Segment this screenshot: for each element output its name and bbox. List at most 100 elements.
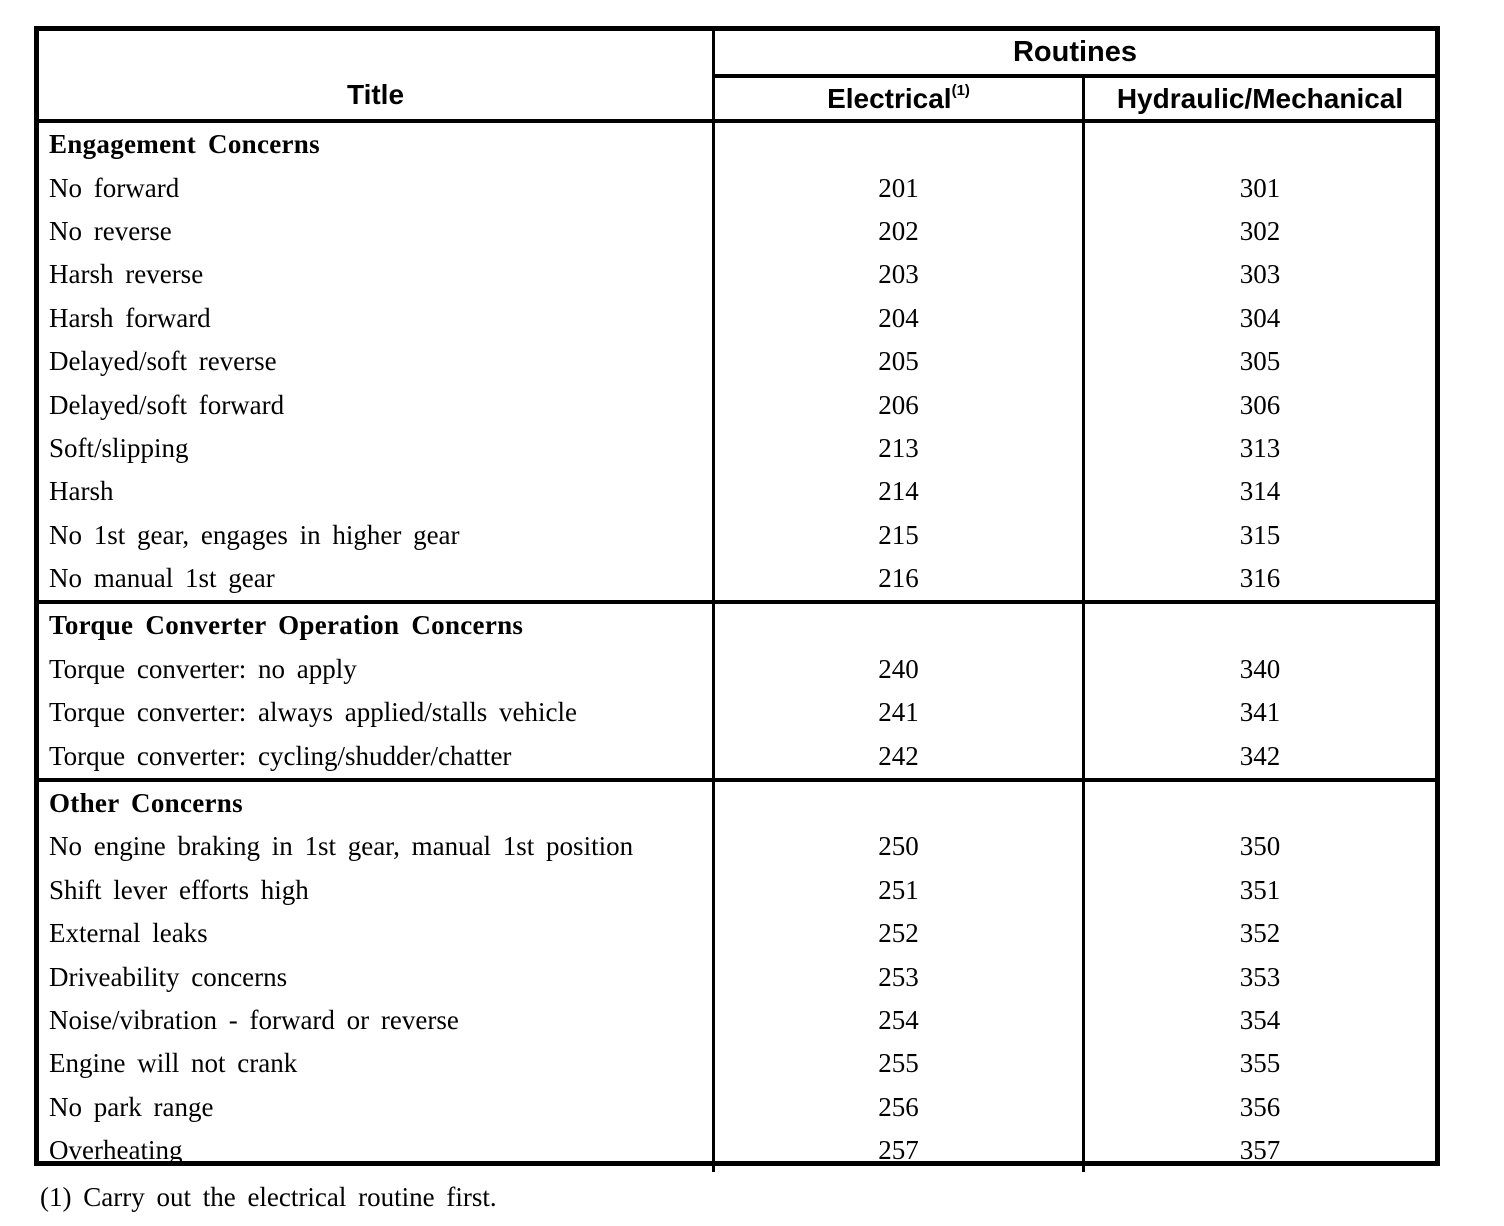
table-row: Harsh reverse 203 303 xyxy=(39,253,1435,297)
electrical-routine-cell: 216 xyxy=(712,556,1082,601)
electrical-routine-cell xyxy=(712,604,1082,648)
table-row: Harsh 214 314 xyxy=(39,470,1435,514)
electrical-routine-cell: 250 xyxy=(712,825,1082,869)
hydraulic-routine-cell: 316 xyxy=(1082,556,1435,601)
electrical-routine-cell: 257 xyxy=(712,1128,1082,1173)
table-row: Torque converter: no apply 240 340 xyxy=(39,647,1435,692)
electrical-routine-cell: 256 xyxy=(712,1085,1082,1129)
section-title: Other Concerns xyxy=(49,788,243,819)
row-title-cell: No park range xyxy=(49,1091,214,1122)
row-title-cell: No engine braking in 1st gear, manual 1s… xyxy=(49,831,634,862)
hydraulic-routine-cell: 351 xyxy=(1082,868,1435,913)
column-header-electrical-label: Electrical xyxy=(827,82,952,114)
hydraulic-routine-cell xyxy=(1082,123,1435,167)
electrical-routine-cell: 214 xyxy=(712,470,1082,514)
hydraulic-routine-cell: 341 xyxy=(1082,691,1435,735)
table-row: No 1st gear, engages in higher gear 215 31… xyxy=(39,513,1435,557)
hydraulic-routine-cell: 315 xyxy=(1082,513,1435,557)
column-header-title: Title xyxy=(39,31,712,119)
row-title-cell: Overheating xyxy=(49,1135,183,1166)
column-header-hydraulic: Hydraulic/Mechanical xyxy=(1082,78,1435,119)
hydraulic-routine-cell: 303 xyxy=(1082,253,1435,297)
electrical-routine-cell: 241 xyxy=(712,691,1082,735)
section-title: Engagement Concerns xyxy=(49,129,320,160)
row-title-cell: No forward xyxy=(49,172,180,203)
table-section: Other Concerns No engine braking in 1st g… xyxy=(39,777,1435,1173)
table-section: Torque Converter Operation Concerns Torqu… xyxy=(39,600,1435,778)
row-title-cell: Torque converter: always applied/stalls … xyxy=(49,697,577,728)
row-title-cell: No manual 1st gear xyxy=(49,563,275,594)
table-row: Delayed/soft forward 206 306 xyxy=(39,383,1435,427)
electrical-routine-cell: 206 xyxy=(712,383,1082,427)
electrical-routine-cell: 201 xyxy=(712,166,1082,210)
column-header-hydraulic-label: Hydraulic/Mechanical xyxy=(1116,82,1404,114)
electrical-routine-cell: 204 xyxy=(712,296,1082,340)
table-header: Title Routines Electrical (1) Hydraulic/M… xyxy=(39,31,1435,123)
table-row: No forward 201 301 xyxy=(39,166,1435,210)
table-row: Driveability concerns 253 353 xyxy=(39,955,1435,999)
electrical-routine-cell: 242 xyxy=(712,734,1082,778)
column-header-title-label: Title xyxy=(346,79,405,110)
hydraulic-routine-cell: 355 xyxy=(1082,1042,1435,1086)
table-body: Engagement Concerns No forward 201 301 No re… xyxy=(39,123,1435,1173)
footnote: (1) Carry out the electrical routine fir… xyxy=(40,1182,497,1212)
row-title-cell: Delayed/soft reverse xyxy=(49,346,277,377)
electrical-routine-cell: 240 xyxy=(712,647,1082,692)
electrical-routine-cell: 255 xyxy=(712,1042,1082,1086)
hydraulic-routine-cell: 304 xyxy=(1082,296,1435,340)
row-title-cell: Soft/slipping xyxy=(49,432,189,463)
hydraulic-routine-cell: 302 xyxy=(1082,209,1435,254)
row-title-cell: No 1st gear, engages in higher gear xyxy=(49,519,460,550)
table-row: Soft/slipping 213 313 xyxy=(39,426,1435,471)
row-title-cell: Delayed/soft forward xyxy=(49,389,285,420)
hydraulic-routine-cell: 313 xyxy=(1082,426,1435,471)
table-row: No engine braking in 1st gear, manual 1s… xyxy=(39,825,1435,869)
table-section: Engagement Concerns No forward 201 301 No re… xyxy=(39,123,1435,601)
hydraulic-routine-cell: 305 xyxy=(1082,339,1435,384)
table-row: Torque converter: cycling/shudder/chatte… xyxy=(39,734,1435,778)
table-row: Harsh forward 204 304 xyxy=(39,296,1435,340)
electrical-routine-cell: 213 xyxy=(712,426,1082,471)
electrical-routine-cell: 253 xyxy=(712,955,1082,999)
electrical-routine-cell: 251 xyxy=(712,868,1082,913)
hydraulic-routine-cell: 354 xyxy=(1082,998,1435,1043)
table-row: No manual 1st gear 216 316 xyxy=(39,556,1435,601)
hydraulic-routine-cell: 340 xyxy=(1082,647,1435,692)
hydraulic-routine-cell: 357 xyxy=(1082,1128,1435,1173)
table-row: Torque converter: always applied/stalls … xyxy=(39,691,1435,735)
electrical-routine-cell xyxy=(712,781,1082,826)
hydraulic-routine-cell xyxy=(1082,604,1435,648)
electrical-routine-cell: 254 xyxy=(712,998,1082,1043)
row-title-cell: Harsh reverse xyxy=(49,259,204,290)
electrical-routine-cell: 205 xyxy=(712,339,1082,384)
row-title-cell: Shift lever efforts high xyxy=(49,874,309,905)
electrical-routine-cell: 215 xyxy=(712,513,1082,557)
section-title: Torque Converter Operation Concerns xyxy=(49,610,524,641)
table-row: Delayed/soft reverse 205 305 xyxy=(39,339,1435,384)
hydraulic-routine-cell: 356 xyxy=(1082,1085,1435,1129)
column-group-routines-label: Routines xyxy=(1012,36,1138,68)
hydraulic-routine-cell: 350 xyxy=(1082,825,1435,869)
electrical-routine-cell: 203 xyxy=(712,253,1082,297)
footnote-marker: (1) xyxy=(951,82,970,99)
routines-table: Title Routines Electrical (1) Hydraulic/M… xyxy=(34,26,1440,1173)
electrical-routine-cell xyxy=(712,123,1082,167)
row-title-cell: Noise/vibration - forward or reverse xyxy=(49,1005,459,1035)
section-header-row: Engagement Concerns xyxy=(39,123,1435,167)
section-header-row: Other Concerns xyxy=(39,781,1435,826)
row-title-cell: No reverse xyxy=(49,215,172,246)
column-group-routines: Routines xyxy=(712,31,1435,78)
row-title-cell: Harsh xyxy=(49,476,114,507)
table-row: Engine will not crank 255 355 xyxy=(39,1042,1435,1086)
table-row: Shift lever efforts high 251 351 xyxy=(39,868,1435,913)
row-title-cell: Harsh forward xyxy=(49,302,211,333)
row-title-cell: External leaks xyxy=(49,918,208,949)
hydraulic-routine-cell: 352 xyxy=(1082,912,1435,956)
table-row: No park range 256 356 xyxy=(39,1085,1435,1129)
table-row: External leaks 252 352 xyxy=(39,912,1435,956)
row-title-cell: Torque converter: cycling/shudder/chatte… xyxy=(49,740,512,771)
electrical-routine-cell: 252 xyxy=(712,912,1082,956)
hydraulic-routine-cell: 314 xyxy=(1082,470,1435,514)
table-row: Overheating 257 357 xyxy=(39,1128,1435,1173)
